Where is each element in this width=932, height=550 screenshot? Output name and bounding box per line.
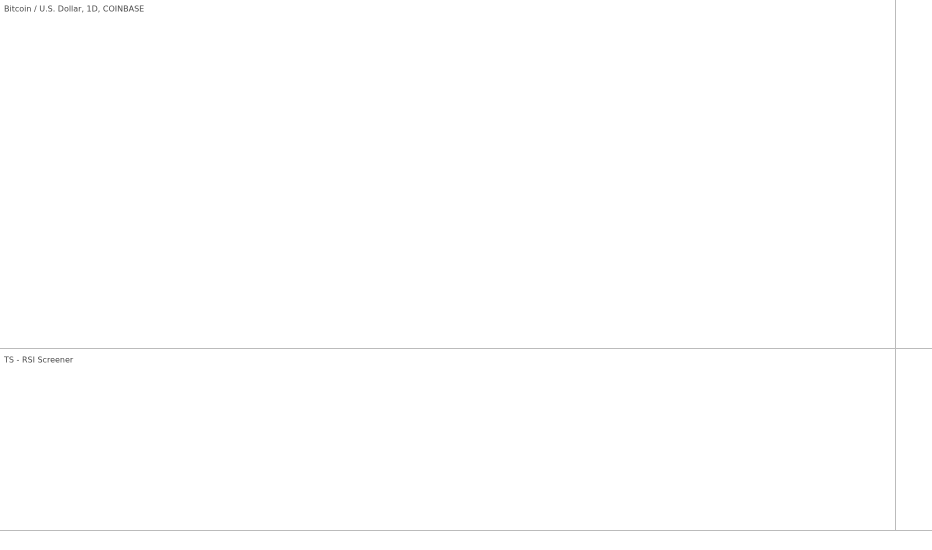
- chart-title: Bitcoin / U.S. Dollar, 1D, COINBASE: [4, 5, 144, 14]
- indicator-title: TS - RSI Screener: [3, 356, 74, 365]
